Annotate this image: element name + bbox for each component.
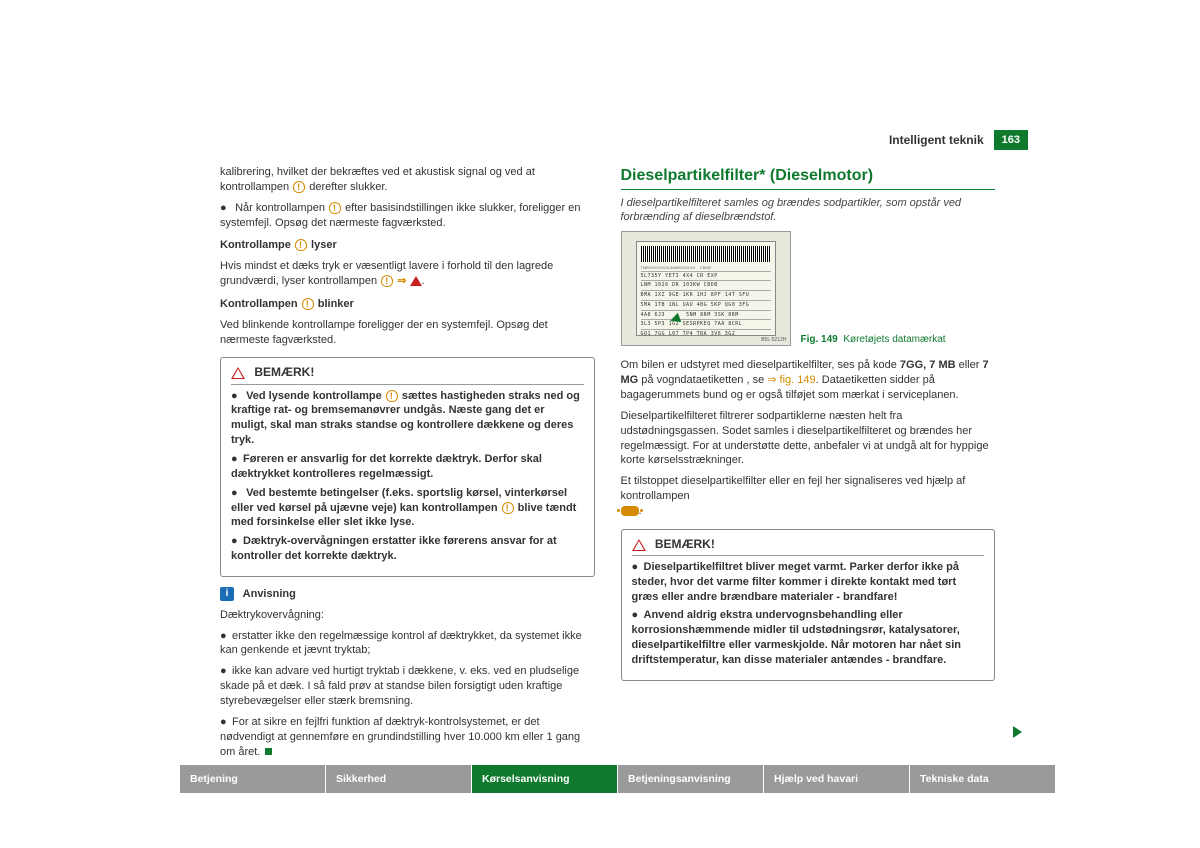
section-heading: Dieselpartikelfilter* (Dieselmotor): [621, 165, 996, 190]
bullet-item: ●ikke kan advare ved hurtigt tryktab i d…: [220, 664, 595, 709]
tab-tekniske[interactable]: Tekniske data: [909, 765, 1055, 793]
subheading: Kontrollampen blinker: [220, 297, 595, 312]
warning-box: BEMÆRK! ●Dieselpartikelfiltret bliver me…: [621, 529, 996, 681]
content: kalibrering, hvilket der bekræftes ved e…: [0, 0, 1200, 765]
warning-title: BEMÆRK!: [231, 364, 584, 384]
bottom-tabs: Betjening Sikkerhed Kørselsanvisning Bet…: [180, 765, 1055, 793]
paragraph: Hvis mindst et dæks tryk er væsentligt l…: [220, 259, 595, 289]
tab-betjeningsanvisning[interactable]: Betjeningsanvisning: [617, 765, 763, 793]
continue-arrow-icon: [1013, 726, 1022, 738]
tire-icon: [295, 239, 307, 251]
section-title: Intelligent teknik: [889, 133, 994, 147]
tab-korselsanvisning[interactable]: Kørselsanvisning: [471, 765, 617, 793]
tire-icon: [329, 202, 341, 214]
section-subtitle: I dieselpartikelfilteret samles og brænd…: [621, 196, 996, 226]
paragraph: Et tilstoppet dieselpartikelfilter eller…: [621, 474, 996, 519]
warning-icon: [410, 276, 422, 286]
bullet-item: ●erstatter ikke den regelmæssige kontrol…: [220, 629, 595, 659]
subheading: Kontrollampe lyser: [220, 238, 595, 253]
tire-icon: [386, 390, 398, 402]
end-marker-icon: [265, 748, 272, 755]
tab-hjaelp[interactable]: Hjælp ved havari: [763, 765, 909, 793]
intro-line: kalibrering, hvilket der bekræftes ved e…: [220, 165, 595, 195]
warning-title: BEMÆRK!: [632, 536, 985, 556]
paragraph: Dæktrykovervågning:: [220, 608, 595, 623]
data-label-image: TMBXXXXXXSL3A6002011XX CBDB 5L735Y YETI …: [621, 231, 791, 346]
info-icon: i: [220, 587, 234, 601]
bullet-item: ● Når kontrollampen efter basisindstilli…: [220, 201, 595, 231]
tire-icon: [502, 502, 514, 514]
dpf-icon: [621, 506, 639, 516]
tire-icon: [381, 275, 393, 287]
tab-sikkerhed[interactable]: Sikkerhed: [325, 765, 471, 793]
page-number: 163: [994, 130, 1028, 150]
tire-icon: [293, 181, 305, 193]
paragraph: Om bilen er udstyret med dieselpartikelf…: [621, 358, 996, 403]
paragraph: Ved blinkende kontrollampe foreligger de…: [220, 318, 595, 348]
paragraph: Dieselpartikelfilteret filtrerer sodpart…: [621, 409, 996, 468]
figure-caption: Fig. 149 Køretøjets datamærkat: [801, 333, 946, 347]
right-column: Dieselpartikelfilter* (Dieselmotor) I di…: [621, 130, 996, 765]
bullet-item: ●For at sikre en fejlfri funktion af dæk…: [220, 715, 595, 760]
left-column: kalibrering, hvilket der bekræftes ved e…: [220, 130, 595, 765]
page-header: Intelligent teknik 163: [889, 130, 1028, 150]
tire-icon: [302, 298, 314, 310]
figure: TMBXXXXXXSL3A6002011XX CBDB 5L735Y YETI …: [621, 231, 996, 346]
warning-icon: [632, 539, 646, 551]
warning-icon: [231, 367, 245, 379]
warning-box: BEMÆRK! ● Ved lysende kontrollampe sætte…: [220, 357, 595, 576]
info-heading: i Anvisning: [220, 587, 595, 602]
tab-betjening[interactable]: Betjening: [180, 765, 325, 793]
